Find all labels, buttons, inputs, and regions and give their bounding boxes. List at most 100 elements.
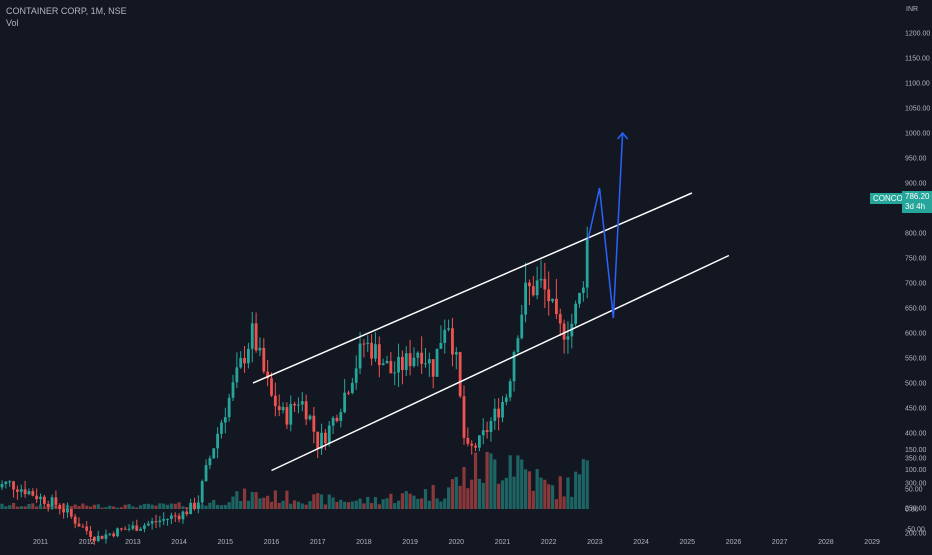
candle-body [581,287,585,293]
volume-bar [404,491,408,509]
volume-bar [389,493,393,509]
candle-body [196,502,200,509]
volume-bar [493,459,497,509]
volume-bar [69,506,73,509]
candle-body [35,495,39,500]
candle-body [381,363,385,366]
volume-bar [574,471,578,509]
volume-bar [108,505,112,509]
candle-body [366,342,370,344]
time-tick-label: 2014 [171,539,187,546]
price-tick-label: 900.00 [905,181,927,188]
volume-bar [173,503,177,509]
volume-bar [285,490,289,509]
candle-body [558,314,562,324]
volume-bar [327,494,331,509]
volume-bar [362,503,366,509]
volume-bar [396,500,401,509]
candle-body [524,282,527,315]
volume-bar [38,504,43,509]
projection-path [587,132,624,319]
price-tick-label: 350.00 [905,456,927,463]
volume-bar [343,501,347,509]
time-tick-label: 2022 [541,539,557,546]
candle-body [331,417,335,426]
candle-body [23,489,27,495]
volume-bar [473,452,478,509]
candle-body [497,408,501,418]
candle-body [512,352,516,382]
volume-bar [277,502,281,509]
candle-body [339,412,343,422]
time-tick-label: 2026 [726,539,742,546]
volume-bar [112,506,116,509]
volume-bar [77,506,81,509]
candle-body [474,445,477,448]
time-tick-label: 2025 [680,539,696,546]
volume-bar [331,497,335,509]
candle-body [427,359,431,364]
candle-body [431,359,435,377]
candle-body [66,508,69,513]
candle-body [0,484,4,488]
price-tick-label: 700.00 [905,281,927,288]
volume-bar [462,467,466,509]
candle-body [312,415,316,432]
price-tick-label: 400.00 [905,431,927,438]
candle-body [42,496,46,504]
volume-bar [208,502,212,509]
volume-bar [477,478,481,509]
volume-bar [412,495,416,509]
volume-bar [335,501,339,509]
volume-bar [250,491,254,509]
candle-body [397,356,400,373]
price-tick-label: 650.00 [905,306,927,313]
candle-body [189,502,193,515]
candle-body [451,328,454,355]
candle-body [578,292,581,304]
time-tick-label: 2018 [356,539,372,546]
candle-body [108,533,112,535]
candle-body [235,367,239,383]
volume-tick-label: 150.00 [905,447,927,454]
candle-body [516,338,520,353]
volume-bar [350,501,354,509]
volume-bar [466,488,470,509]
volume-bar [31,503,35,509]
volume-bar [443,498,447,509]
volume-bar [162,503,166,509]
volume-bar [385,498,389,509]
volume-bar [96,504,100,509]
candle-body [300,401,304,405]
volume-bar [73,504,77,509]
candle-body [58,504,62,509]
volume-bar [123,504,127,509]
volume-bar [354,500,358,509]
candle-body [458,352,462,397]
volume-bar [92,504,96,509]
volume-bar [85,505,89,509]
volume-bar [27,504,31,509]
volume-bar [370,503,374,509]
volume-bar [200,504,204,509]
candle-body [212,448,216,459]
candle-body [139,528,142,531]
candle-body [146,523,150,526]
candle-body [119,528,123,530]
volume-indicator-label[interactable]: Vol [6,18,19,28]
volume-bar [219,505,224,509]
currency-label: INR [906,6,918,13]
candle-body [204,465,208,482]
time-tick-label: 2027 [772,539,788,546]
volume-bar [254,492,258,509]
candle-body [12,481,15,490]
candle-body [285,407,289,425]
volume-bar [508,455,512,509]
symbol-title[interactable]: CONTAINER CORP, 1M, NSE [6,6,127,16]
candle-body [454,352,458,355]
candle-body [4,481,8,485]
volume-bar [19,506,23,509]
candle-body [555,298,558,315]
